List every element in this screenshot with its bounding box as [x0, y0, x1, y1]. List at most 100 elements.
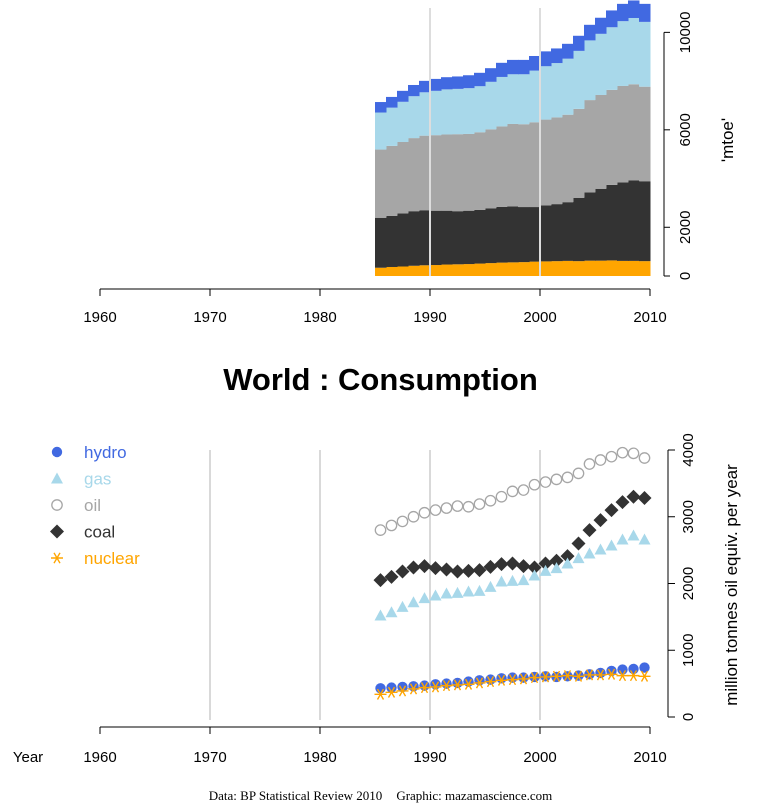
- area-segment-nuclear-2006: [606, 260, 618, 276]
- area-segment-gas-2003: [573, 50, 585, 109]
- point-nuclear-2006: [605, 668, 618, 680]
- area-segment-gas-1987: [397, 101, 409, 142]
- point-coal-1986: [384, 569, 399, 584]
- x-tick-label-2000: 2000: [523, 309, 556, 326]
- point-coal-1994: [472, 563, 487, 578]
- point-gas-2008: [627, 529, 640, 541]
- credit-line: Data: BP Statistical Review 2010 Graphic:…: [0, 788, 761, 804]
- point-gas-1992: [451, 586, 464, 598]
- point-gas-1988: [407, 596, 420, 608]
- point-coal-1987: [395, 564, 410, 579]
- area-segment-coal-2007: [617, 182, 629, 261]
- area-segment-hydro-1998: [518, 59, 530, 75]
- area-segment-gas-1992: [452, 88, 464, 135]
- point-oil-1985: [374, 524, 387, 536]
- area-segment-oil-2000: [540, 119, 552, 206]
- point-gas-1998: [517, 574, 530, 586]
- point-oil-2007: [616, 446, 629, 459]
- point-oil-1990: [429, 504, 442, 516]
- x-tick-label-1980: 1980: [303, 309, 336, 326]
- area-segment-gas-1995: [485, 81, 497, 130]
- area-segment-gas-1994: [474, 86, 486, 133]
- legend-label-hydro: hydro: [84, 443, 127, 462]
- point-hydro-1986: [386, 682, 397, 693]
- area-segment-coal-1985: [375, 217, 387, 268]
- point-oil-1987: [396, 515, 409, 528]
- y-tick-label-4000: 4000: [680, 433, 697, 466]
- area-segment-gas-2005: [595, 33, 607, 95]
- point-coal-1985: [373, 573, 388, 588]
- point-gas-1994: [473, 584, 486, 596]
- point-coal-2007: [615, 495, 630, 510]
- area-segment-hydro-1987: [397, 90, 409, 102]
- x-tick-label-1990: 1990: [413, 749, 446, 766]
- x-tick-label-2010: 2010: [633, 309, 666, 326]
- point-gas-2005: [594, 543, 607, 555]
- point-coal-1990: [428, 561, 443, 576]
- point-nuclear-2001: [550, 670, 563, 682]
- area-segment-gas-2002: [562, 58, 574, 115]
- point-hydro-1995: [485, 674, 496, 685]
- area-segment-coal-1990: [430, 210, 442, 266]
- area-segment-coal-1992: [452, 211, 464, 265]
- y-tick-label-3000: 3000: [680, 500, 697, 533]
- area-segment-hydro-1997: [507, 59, 519, 75]
- point-coal-2002: [560, 549, 575, 564]
- legend-marker-coal: [50, 524, 64, 539]
- area-segment-oil-1997: [507, 123, 519, 207]
- point-nuclear-2000: [539, 671, 552, 683]
- point-coal-2008: [626, 489, 641, 504]
- area-segment-coal-2008: [628, 180, 640, 261]
- point-oil-1994: [473, 498, 486, 510]
- area-segment-hydro-2006: [606, 10, 618, 28]
- point-gas-2007: [616, 533, 629, 545]
- point-nuclear-2005: [594, 669, 607, 681]
- point-oil-2002: [561, 471, 574, 484]
- area-segment-hydro-1993: [463, 75, 475, 89]
- point-gas-1991: [440, 587, 453, 599]
- point-nuclear-1991: [440, 680, 453, 692]
- x-tick-label-1970: 1970: [193, 309, 226, 326]
- point-oil-1998: [517, 484, 530, 496]
- point-gas-2003: [572, 552, 585, 564]
- area-segment-hydro-1990: [430, 78, 442, 91]
- area-segment-nuclear-1992: [452, 264, 464, 276]
- area-segment-gas-2006: [606, 27, 618, 90]
- chart-title: World : Consumption: [223, 362, 538, 397]
- area-segment-coal-1997: [507, 206, 519, 263]
- area-segment-coal-1991: [441, 210, 453, 265]
- point-coal-1991: [439, 562, 454, 577]
- area-segment-oil-2003: [573, 108, 585, 198]
- y-tick-label-10000: 10000: [677, 12, 694, 54]
- area-segment-nuclear-1988: [408, 265, 420, 276]
- area-segment-oil-1988: [408, 138, 420, 212]
- point-hydro-2009: [639, 662, 650, 673]
- point-nuclear-1986: [385, 686, 398, 698]
- area-segment-coal-1999: [529, 207, 541, 262]
- area-segment-nuclear-2000: [540, 261, 552, 276]
- area-segment-coal-2003: [573, 197, 585, 262]
- point-nuclear-1993: [462, 678, 475, 690]
- point-hydro-2008: [628, 663, 639, 675]
- area-segment-coal-2002: [562, 202, 574, 261]
- area-segment-hydro-2000: [540, 51, 552, 67]
- point-hydro-1996: [496, 673, 507, 684]
- area-segment-oil-2009: [639, 86, 651, 182]
- area-segment-gas-2001: [551, 63, 563, 118]
- legend-label-oil: oil: [84, 496, 101, 515]
- area-segment-oil-1994: [474, 132, 486, 210]
- legend-label-nuclear: nuclear: [84, 549, 140, 568]
- point-gas-1986: [385, 606, 398, 618]
- area-segment-gas-2007: [617, 21, 629, 86]
- legend-marker-oil: [51, 499, 63, 511]
- x-tick-label-1980: 1980: [303, 749, 336, 766]
- point-oil-1999: [528, 478, 541, 491]
- area-segment-gas-1986: [386, 107, 398, 146]
- area-segment-oil-1989: [419, 135, 431, 211]
- point-hydro-1991: [441, 678, 452, 689]
- area-segment-oil-1987: [397, 142, 409, 214]
- point-coal-2005: [593, 513, 608, 528]
- legend-label-gas: gas: [84, 470, 111, 489]
- point-coal-1992: [450, 564, 465, 579]
- area-segment-coal-1989: [419, 210, 431, 266]
